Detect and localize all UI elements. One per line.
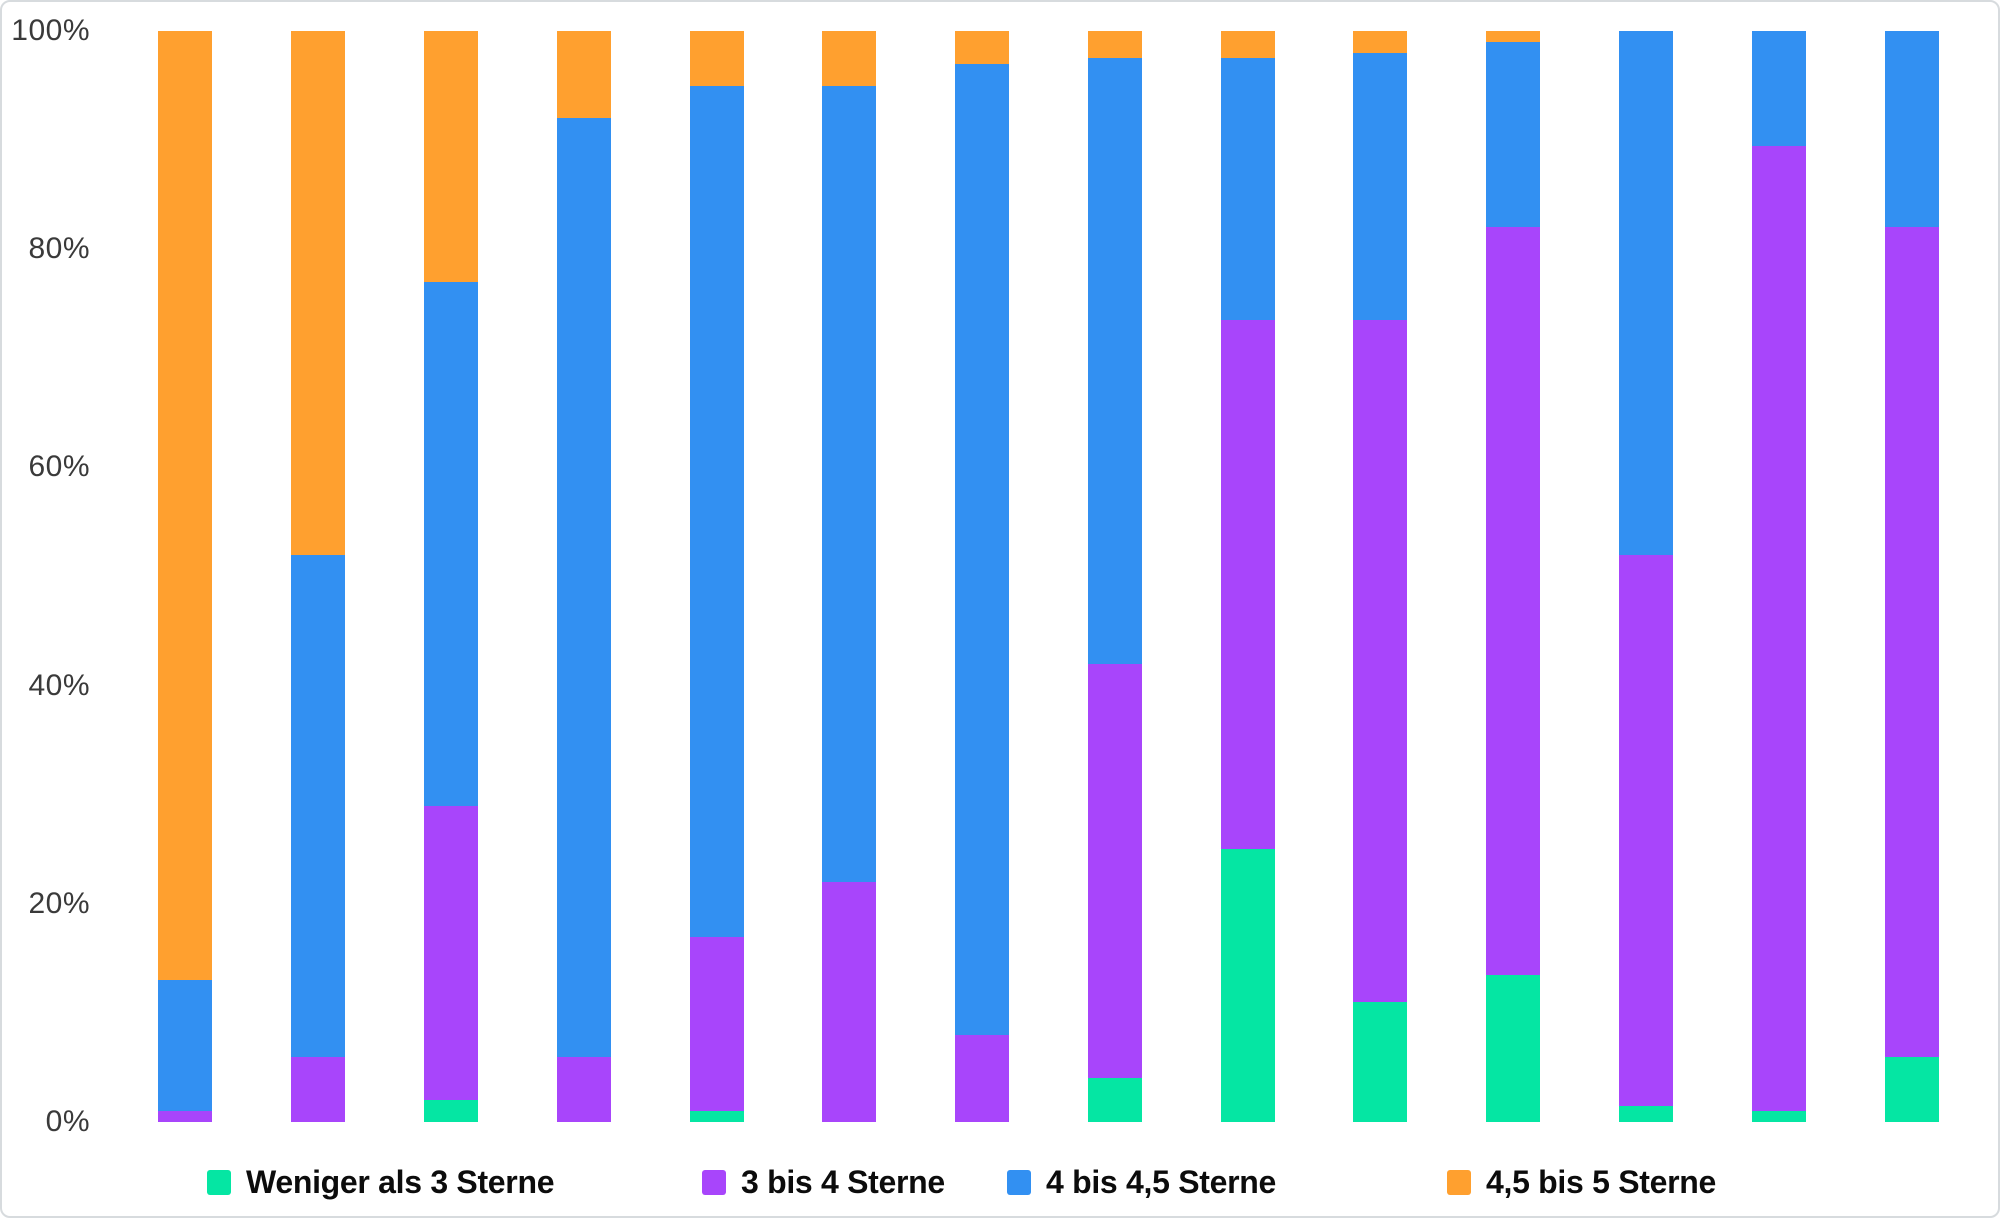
y-axis-label-100: 100% [11,14,90,47]
bar-segment [1087,58,1142,664]
y-axis-label-20: 20% [28,887,90,920]
bar-slot [1845,31,1978,1122]
bar-segment [1884,227,1939,1057]
bar-segment [1353,31,1408,53]
bar-slot [1712,31,1845,1122]
bar-segment [689,31,744,86]
y-axis-label-40: 40% [28,669,90,702]
legend-label: 3 bis 4 Sterne [741,1163,945,1200]
legend-item-1: Weniger als 3 Sterne [207,1162,555,1202]
bar-12 [1618,31,1673,1122]
bar-2 [291,31,346,1122]
bar-segment [423,1100,478,1122]
bar-9 [1220,31,1275,1122]
bar-segment [1220,849,1275,1122]
bar-slot [517,31,650,1122]
bar-11 [1486,31,1541,1122]
bar-segment [1486,41,1541,228]
bar-segment [1618,1105,1673,1122]
bar-segment [955,63,1010,1035]
bar-segment [1486,31,1541,42]
bar-14 [1884,31,1939,1122]
bar-segment [1884,1056,1939,1122]
bar-segment [158,980,213,1112]
legend-label: Weniger als 3 Sterne [246,1163,555,1200]
bar-segment [689,936,744,1112]
bar-segment [291,554,346,1057]
bar-segment [1618,554,1673,1106]
bar-segment [1751,1111,1806,1122]
bar-segment [291,1056,346,1122]
bar-10 [1353,31,1408,1122]
bar-3 [423,31,478,1122]
bar-5 [689,31,744,1122]
bar-slot [1447,31,1580,1122]
bar-segment [1353,320,1408,1002]
bar-segment [1751,145,1806,1112]
bar-segment [556,118,611,1057]
y-axis-label-60: 60% [28,450,90,483]
bar-segment [158,31,213,981]
legend-swatch-icon [207,1169,231,1195]
bar-slot [1580,31,1713,1122]
bar-segment [1087,31,1142,59]
bar-segment [423,281,478,806]
bar-segment [158,1111,213,1122]
legend-item-2: 3 bis 4 Sterne [702,1162,945,1202]
legend-swatch-icon [702,1169,726,1195]
bar-segment [955,1034,1010,1122]
y-axis-label-0: 0% [45,1105,90,1138]
bar-segment [423,805,478,1101]
y-axis: 100% 80% 60% 40% 20% 0% [2,2,90,1216]
bar-slot [650,31,783,1122]
bar-segment [822,31,877,86]
bar-13 [1751,31,1806,1122]
bar-segment [423,31,478,282]
bar-slot [252,31,385,1122]
bar-segment [822,85,877,882]
bar-segment [1486,974,1541,1122]
legend-swatch-icon [1007,1169,1031,1195]
bar-7 [955,31,1010,1122]
bar-slot [1314,31,1447,1122]
bar-segment [1220,31,1275,59]
bar-segment [1220,320,1275,850]
bar-segment [689,1111,744,1122]
bar-segment [556,1056,611,1122]
bar-segment [1353,1002,1408,1122]
bar-slot [385,31,518,1122]
bar-slot [783,31,916,1122]
bar-segment [1220,58,1275,321]
bar-slot [1181,31,1314,1122]
bar-8 [1087,31,1142,1122]
bar-segment [1486,227,1541,975]
plot-area [119,31,1978,1122]
bar-segment [1618,31,1673,555]
bar-4 [556,31,611,1122]
bar-segment [689,85,744,937]
bar-segment [955,31,1010,64]
bar-1 [158,31,213,1122]
bar-segment [1884,31,1939,228]
bar-segment [1087,663,1142,1079]
legend-label: 4,5 bis 5 Sterne [1486,1163,1716,1200]
legend: Weniger als 3 Sterne 3 bis 4 Sterne 4 bis … [2,1162,1998,1206]
bar-segment [822,881,877,1122]
y-axis-label-80: 80% [28,232,90,265]
bar-segment [1087,1078,1142,1122]
bar-segment [291,31,346,555]
bar-slot [119,31,252,1122]
bar-segment [1751,31,1806,146]
legend-item-4: 4,5 bis 5 Sterne [1447,1162,1716,1202]
bar-slot [916,31,1049,1122]
bar-6 [822,31,877,1122]
bar-slot [1048,31,1181,1122]
bar-segment [556,31,611,119]
legend-label: 4 bis 4,5 Sterne [1046,1163,1276,1200]
legend-item-3: 4 bis 4,5 Sterne [1007,1162,1276,1202]
bar-segment [1353,52,1408,321]
legend-swatch-icon [1447,1169,1471,1195]
